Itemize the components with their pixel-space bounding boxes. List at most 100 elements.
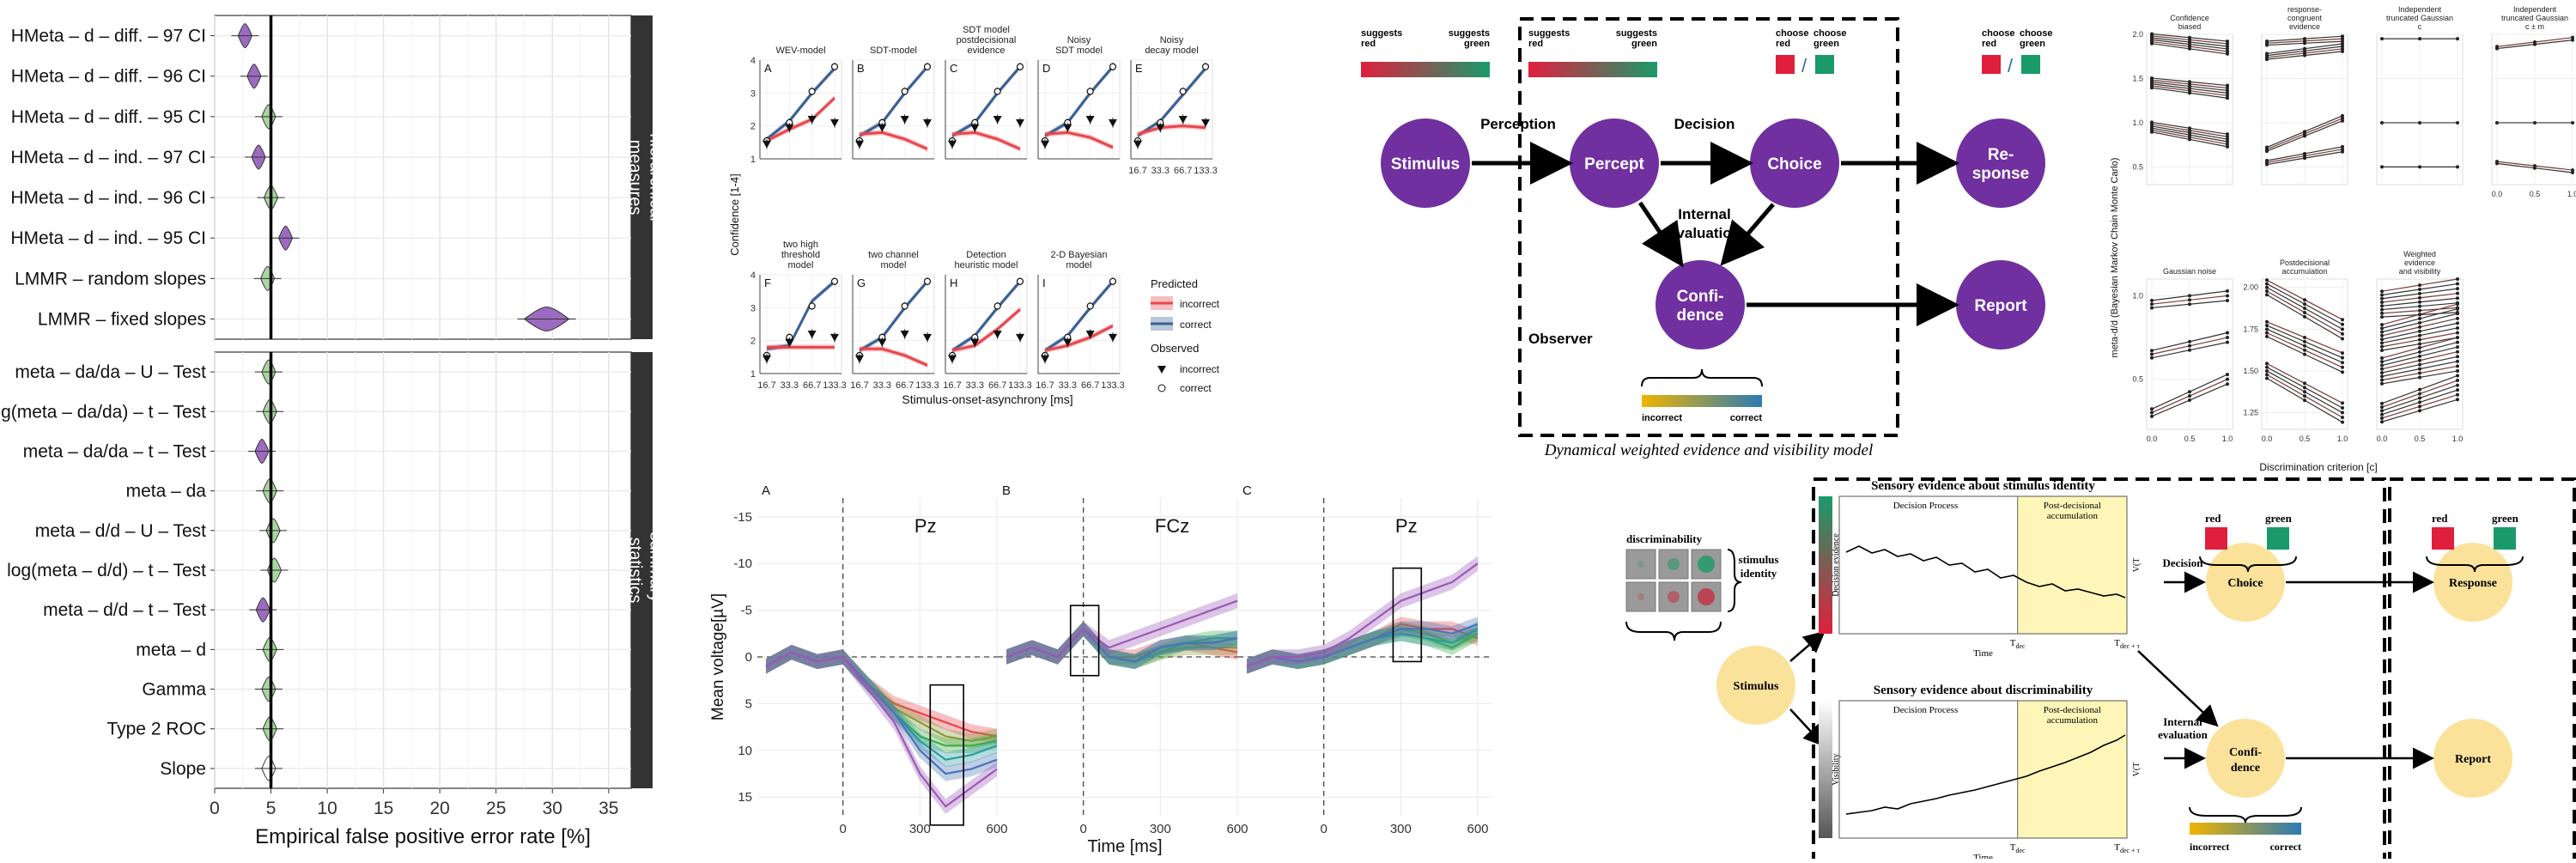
response-node-label: Response [2449, 577, 2497, 590]
meta-point [2380, 341, 2384, 345]
x-tick-label: 1.0 [2452, 435, 2464, 443]
meta-panel-title-line: Independent [2513, 5, 2557, 14]
pred-incorrect-line [1137, 125, 1206, 136]
plot-identity-postdecision-region [2017, 496, 2127, 634]
label-suggests-red: suggests red [1528, 28, 1570, 49]
facet-strip [631, 352, 653, 788]
meta-point [2265, 159, 2269, 162]
response-choose-red: choose red [1982, 28, 2015, 49]
confidence-node [1656, 260, 1745, 349]
plot-identity-post-decisional: Post-decisional accumulation [2044, 501, 2101, 521]
x-tick-label: 15 [374, 799, 393, 818]
meta-point [2226, 331, 2229, 335]
meta-point [2380, 356, 2384, 360]
erp-line [1246, 623, 1479, 667]
meta-point [2303, 46, 2306, 51]
meta-point [2418, 288, 2421, 292]
choice-red-square [1776, 55, 1795, 74]
row-label: HMeta – d – diff. – 95 CI [11, 107, 206, 127]
y-tick-label: 2.00 [2243, 283, 2258, 292]
y-tick-label: 0 [745, 650, 752, 665]
x-tick-label: 133.3 [1194, 166, 1218, 176]
x-tick-label: 16.7 [850, 380, 868, 391]
meta-point [2418, 317, 2421, 321]
y-tick-label: -5 [741, 604, 752, 618]
plot-discriminability-tdec-tau-label: Tdec + τ [2114, 842, 2140, 854]
stimulus-thumbnail [1625, 581, 1656, 612]
meta-point [2341, 361, 2344, 365]
obs-correct-point [1201, 63, 1210, 70]
response-choose-red-line: choose [1982, 28, 2015, 39]
meta-panel-title: Weighted evidence and visibility [2399, 250, 2441, 276]
legend-label: incorrect [1180, 298, 1220, 310]
report-node [1956, 260, 2045, 349]
y-tick-label: 0.5 [2132, 162, 2143, 171]
meta-point [2150, 352, 2154, 356]
legend-label: correct [1180, 319, 1212, 331]
meta-point [2456, 302, 2459, 307]
confidence-model-chart: A WEV-model 1 2 3 4 B SDT-model C SDT model postde… [721, 0, 1322, 481]
meta-panel-title: Postdecisional accumulation [2280, 258, 2330, 276]
row-label: HMeta – d – ind. – 96 CI [10, 188, 206, 208]
obs-correct-point [993, 302, 1001, 310]
label-discriminability: discriminability [1626, 532, 1703, 545]
choice-green-square [2267, 527, 2289, 550]
pred-correct-line [859, 280, 929, 352]
label-decision: Decision [2163, 556, 2204, 569]
panel-letter: A [764, 62, 772, 75]
confidence-node-label: Confi-dence [1677, 288, 1724, 325]
analysis-window [1392, 567, 1423, 663]
meta-point [2226, 142, 2229, 146]
meta-point [2150, 120, 2154, 125]
obs-incorrect-point [807, 116, 817, 124]
x-tick-label: 0.0 [2492, 190, 2503, 198]
plot-discriminability-post-decisional: Post-decisional accumulation [2044, 705, 2101, 726]
plot-discriminability-tdec-tau-sub: dec + τ [2120, 847, 2141, 854]
plot-identity-gradient-axis [1819, 496, 1832, 634]
x-tick-label: 16.7 [1128, 166, 1146, 176]
facet-strip-label-line: statistics [626, 538, 645, 604]
meta-point [2495, 160, 2499, 164]
meta-point [2456, 379, 2459, 383]
meta-point [2456, 282, 2459, 286]
obs-incorrect-point [762, 355, 771, 363]
meta-point [2380, 360, 2384, 364]
meta-point [2341, 144, 2344, 149]
meta-point [2226, 377, 2229, 381]
meta-point [2456, 374, 2459, 378]
obs-incorrect-point [807, 331, 817, 338]
pred-correct-line [1137, 67, 1207, 137]
plot-identity-axis-label-group: Decision evidence [1832, 533, 1841, 597]
x-tick-label: 1.0 [2337, 435, 2348, 443]
meta-point [2380, 367, 2384, 371]
panel-letter: H [950, 277, 957, 289]
meta-point [2150, 349, 2154, 353]
x-tick-label: 600 [1227, 822, 1249, 836]
meta-point [2456, 355, 2459, 359]
obs-incorrect-point [1016, 119, 1024, 127]
x-tick-label: 66.7 [1174, 166, 1192, 176]
panel-title-line: Detection [966, 250, 1005, 260]
y-tick-label: 1.25 [2243, 409, 2258, 417]
confidence-brace [1641, 368, 1763, 387]
arrow-stimulus-discriminability [1789, 708, 1826, 747]
obs-incorrect-point [1156, 124, 1165, 132]
panel-title-line: SDT model [1055, 46, 1103, 56]
meta-point [2303, 335, 2306, 339]
meta-point [2533, 164, 2537, 168]
choice-green-label: green [2265, 512, 2293, 525]
erp-band [1006, 593, 1238, 665]
meta-point [2265, 40, 2269, 44]
meta-point [2418, 409, 2421, 413]
meta-point [2303, 151, 2306, 155]
row-label: HMeta – d – ind. – 97 CI [10, 148, 206, 167]
pred-correct-line [1044, 65, 1115, 137]
meta-point [2418, 165, 2421, 169]
choice-choose-red: choose red [1776, 28, 1809, 49]
meta-point [2150, 298, 2154, 302]
identity-brace [1727, 549, 1742, 612]
label-suggests-red: suggests red [1361, 28, 1402, 49]
response-slash: / [2008, 55, 2014, 76]
obs-incorrect-point [948, 355, 957, 363]
meta-point [2418, 120, 2421, 125]
